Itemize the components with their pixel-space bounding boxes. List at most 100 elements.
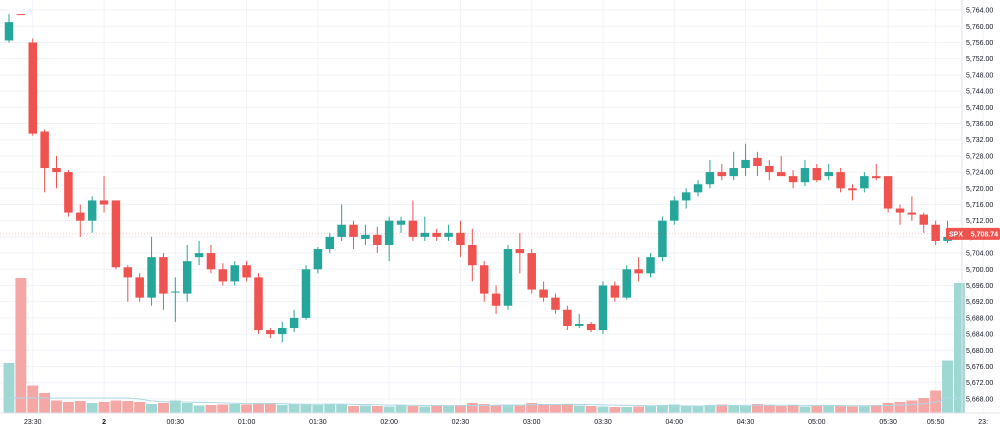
candle[interactable] [860, 172, 869, 193]
candle[interactable] [539, 281, 548, 302]
candle[interactable] [848, 184, 857, 201]
candle[interactable] [135, 273, 144, 302]
candle[interactable] [420, 216, 430, 241]
candle[interactable] [491, 285, 501, 314]
candle[interactable] [765, 159, 774, 181]
candle[interactable] [230, 261, 239, 286]
candle[interactable] [40, 129, 49, 193]
candle[interactable] [277, 321, 287, 343]
candle[interactable] [373, 226, 382, 254]
candle[interactable] [123, 265, 133, 302]
candle[interactable] [741, 143, 750, 177]
candle[interactable] [681, 188, 691, 209]
candle[interactable] [693, 180, 703, 197]
candle-body [171, 291, 180, 293]
candle[interactable] [4, 14, 14, 43]
volume-bar [205, 405, 217, 413]
candle[interactable] [206, 244, 216, 274]
candle[interactable] [171, 277, 180, 322]
candle[interactable] [408, 200, 418, 241]
candle[interactable] [468, 228, 477, 282]
candle-body [919, 214, 929, 225]
candle[interactable] [28, 38, 38, 136]
candle[interactable] [836, 168, 845, 193]
candle[interactable] [646, 253, 655, 278]
candle[interactable] [800, 159, 810, 187]
candle[interactable] [218, 263, 228, 286]
volume-bar [276, 405, 288, 413]
candle[interactable] [824, 163, 833, 181]
volume-bar [680, 405, 692, 413]
candle[interactable] [64, 170, 73, 217]
candle[interactable] [931, 220, 940, 245]
candle[interactable] [788, 170, 798, 189]
candle[interactable] [384, 216, 394, 262]
candle[interactable] [871, 163, 881, 181]
candle[interactable] [479, 261, 489, 302]
candle[interactable] [812, 163, 822, 183]
candle[interactable] [254, 273, 263, 335]
last-price-tag[interactable]: SPX 5,708.74 [946, 227, 1000, 240]
candle[interactable] [919, 212, 929, 233]
candle[interactable] [349, 220, 358, 250]
candle[interactable] [182, 244, 192, 302]
time-axis[interactable]: 23:30 2 00:30 01:00 01:30 02:00 02:30 03:00 03:3… [0, 412, 1000, 426]
candle[interactable] [753, 151, 762, 177]
candle[interactable] [586, 321, 596, 333]
candle[interactable] [503, 244, 513, 310]
candle-body [670, 200, 679, 221]
candle[interactable] [87, 196, 97, 233]
candle[interactable] [266, 328, 275, 339]
volume-moving-average-line [9, 397, 960, 407]
candle[interactable] [396, 216, 406, 233]
candle[interactable] [598, 281, 608, 335]
candle[interactable] [159, 253, 168, 310]
candle[interactable] [658, 216, 667, 262]
y-tick-label: 5,724.00 [966, 170, 993, 177]
candle[interactable] [99, 176, 109, 213]
candle[interactable] [16, 14, 26, 16]
candle-body [871, 176, 881, 179]
candle[interactable] [895, 204, 905, 225]
candle[interactable] [432, 228, 441, 241]
candle[interactable] [705, 159, 715, 189]
candle[interactable] [444, 224, 453, 241]
volume-bar [847, 406, 858, 413]
candle-body [753, 157, 762, 166]
candle[interactable] [313, 247, 323, 274]
candle[interactable] [361, 224, 370, 245]
candle[interactable] [515, 232, 525, 274]
candle[interactable] [337, 204, 346, 241]
candle[interactable] [729, 151, 738, 181]
candle[interactable] [111, 200, 121, 270]
price-axis[interactable]: 5,668.00 5,672.00 5,676.00 5,680.00 5,684.00… [961, 0, 993, 413]
candle[interactable] [563, 305, 572, 331]
candle[interactable] [242, 261, 251, 282]
candle[interactable] [776, 155, 786, 177]
candle-layer[interactable] [4, 14, 964, 343]
candle[interactable] [52, 155, 61, 189]
candle[interactable] [622, 265, 632, 300]
candle[interactable] [907, 196, 917, 221]
y-tick-label: 5,740.00 [966, 105, 993, 112]
candle[interactable] [574, 313, 584, 329]
candle[interactable] [147, 236, 156, 306]
candle[interactable] [456, 220, 465, 258]
candle[interactable] [634, 257, 643, 282]
candle[interactable] [717, 163, 727, 181]
candle[interactable] [610, 281, 620, 302]
candle[interactable] [325, 232, 335, 254]
candle-body [931, 224, 940, 241]
candle[interactable] [551, 293, 560, 314]
volume-bar [704, 405, 716, 413]
candle[interactable] [76, 204, 85, 237]
candle[interactable] [527, 249, 536, 294]
candle[interactable] [289, 309, 299, 333]
candle[interactable] [194, 240, 204, 266]
candle-body [242, 265, 251, 278]
candle[interactable] [670, 196, 679, 225]
candle[interactable] [301, 265, 311, 320]
candle[interactable] [883, 176, 893, 213]
